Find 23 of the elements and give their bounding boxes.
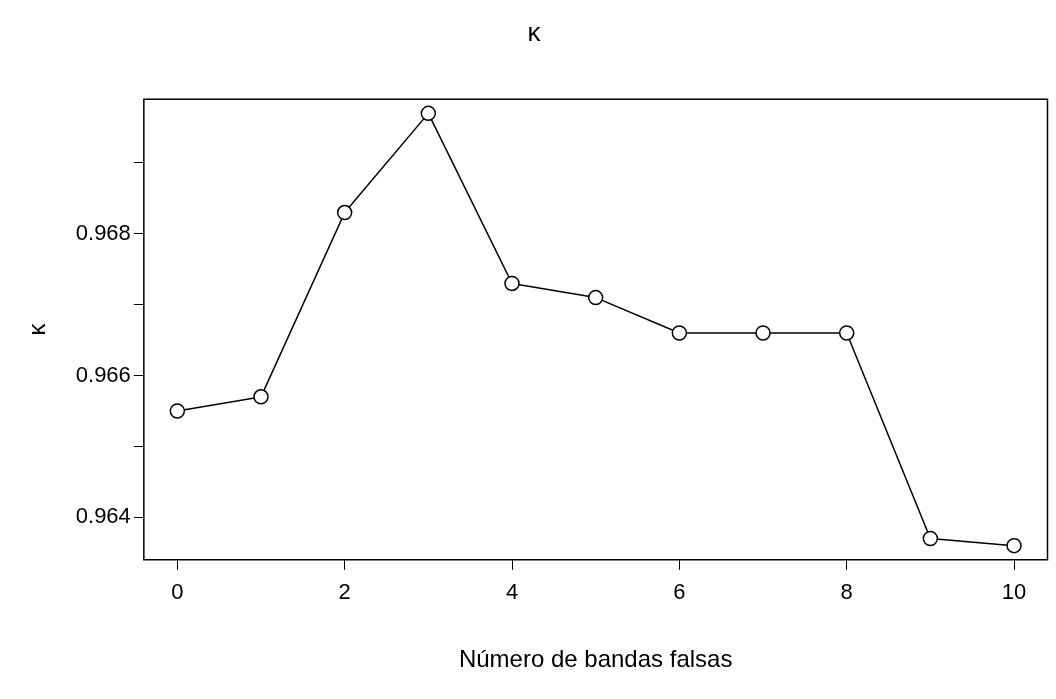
point [169,403,186,419]
point [504,275,520,292]
y-tick-label: 0.966 [75,361,131,387]
chart-title: κ [527,16,542,47]
point [922,530,939,547]
y-tick-label: 0.968 [75,219,131,245]
point [755,325,771,341]
point [1006,537,1022,554]
x-tick-label: 6 [673,579,686,605]
point [587,289,604,306]
y-tick-label: 0.964 [75,503,131,529]
point [253,389,269,405]
x-tick-label: 10 [1001,579,1027,605]
point [336,204,353,221]
y-axis-title: κ [23,322,51,336]
x-tick-label: 4 [505,579,519,605]
x-tick-label: 2 [338,579,351,605]
point [671,325,688,341]
point [420,105,437,122]
x-tick-label: 0 [171,579,184,605]
x-axis-title: Número de bandas falsas [458,645,733,673]
x-tick-label: 8 [840,579,853,605]
point [838,325,855,341]
